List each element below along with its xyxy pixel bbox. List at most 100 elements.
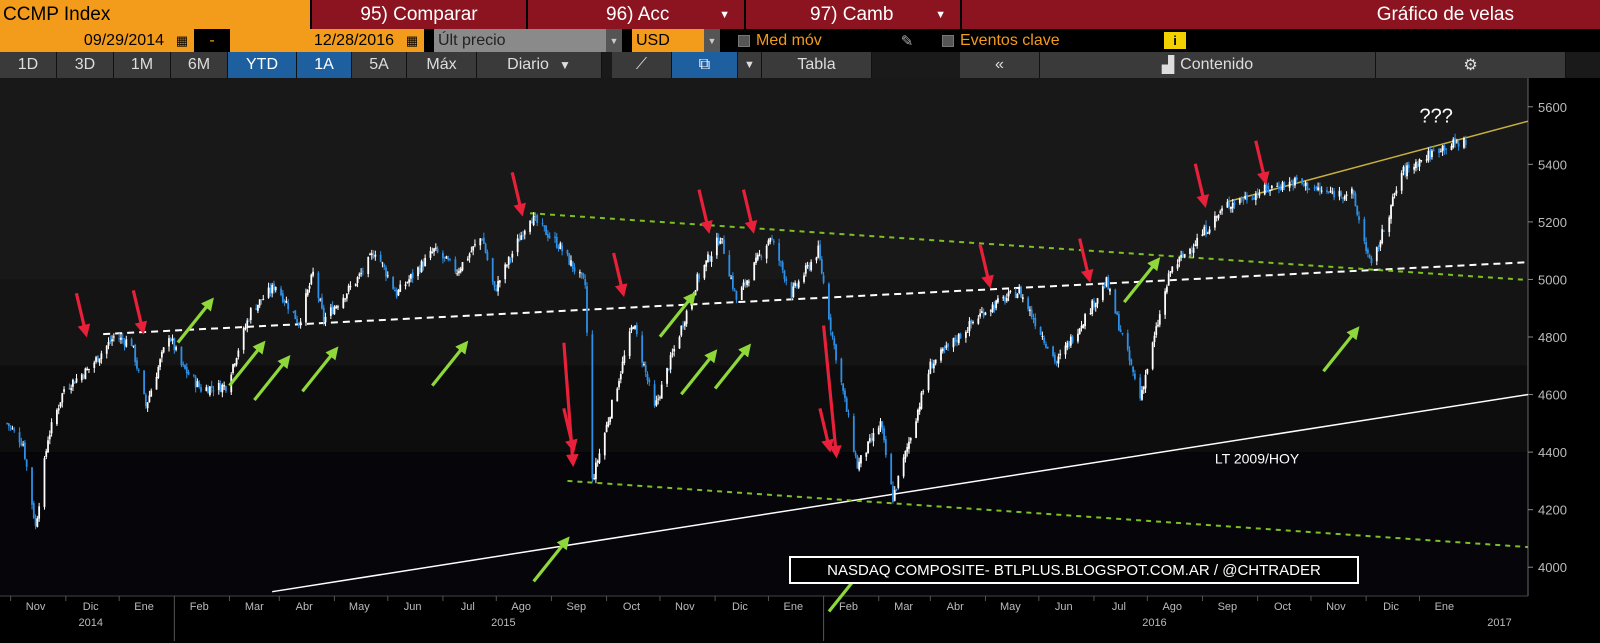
table-button[interactable]: Tabla [762, 52, 872, 78]
candle-body [981, 311, 983, 313]
line-chart-icon[interactable]: ⟋ [612, 52, 672, 78]
candle-body [31, 467, 33, 505]
period-ytd-button[interactable]: YTD [228, 52, 297, 78]
start-date-input[interactable]: 09/29/2014 [0, 29, 170, 52]
calendar-icon[interactable]: ▦ [400, 29, 424, 52]
currency-select[interactable]: USD [632, 29, 704, 52]
key-events-toggle[interactable]: Eventos clave [942, 29, 1142, 52]
candle-body [968, 321, 971, 332]
info-icon[interactable]: i [1164, 32, 1186, 49]
candle-body [221, 384, 224, 393]
period-1m-button[interactable]: 1M [114, 52, 171, 78]
candle-body [24, 442, 26, 460]
candle-body [964, 332, 967, 338]
period-3d-button[interactable]: 3D [57, 52, 114, 78]
red-arrow-icon [131, 289, 148, 335]
period-1a-button[interactable]: 1A [297, 52, 352, 78]
arrow-annotations [74, 140, 1360, 613]
candle-body [1128, 350, 1131, 361]
price-chart[interactable]: 4000 4200 4400 4600 4800 5000 5200 5400 5600 Oct… [0, 78, 1600, 643]
period-6m-button[interactable]: 6M [171, 52, 228, 78]
candle-body [605, 424, 608, 433]
month-label: Dic [732, 601, 748, 613]
candle-body [22, 444, 25, 446]
gear-icon[interactable]: ⚙ [1376, 52, 1566, 78]
candle-body [385, 267, 387, 277]
candle-body [143, 370, 145, 394]
candle-body [57, 408, 60, 411]
candlestick-icon[interactable]: ⧉ [672, 52, 738, 78]
candle-body [1109, 289, 1111, 292]
chevron-down-icon[interactable]: ▼ [738, 52, 762, 78]
start-date-value: 09/29/2014 [83, 31, 164, 49]
candle-body [93, 362, 96, 368]
candle-body [893, 490, 896, 501]
chevron-down-icon[interactable]: ▼ [606, 29, 622, 52]
checkbox-icon[interactable] [738, 34, 750, 47]
compare-button[interactable]: 95) Comparar [312, 0, 526, 29]
contents-button[interactable]: ▟ Contenido [1040, 52, 1376, 78]
end-date-input[interactable]: 12/28/2016 [230, 29, 400, 52]
candle-body [1130, 359, 1133, 365]
candle-body [952, 338, 955, 348]
candle-body [618, 381, 620, 388]
candle-body [1279, 188, 1282, 190]
candle-body [717, 237, 720, 245]
actions-menu[interactable]: 96) Acc ▼ [528, 0, 744, 29]
pencil-icon[interactable]: ✎ [900, 32, 914, 50]
chevron-down-icon[interactable]: ▼ [704, 29, 720, 52]
candle-body [1167, 273, 1170, 286]
moving-avg-toggle[interactable]: Med móv [738, 29, 908, 52]
candle-body [225, 386, 227, 392]
chart-annotations: LT 2009/HOY??? NASDAQ COMPOSITE- BTLPLUS.… [789, 106, 1453, 584]
candle-body [150, 390, 153, 397]
candle-body [207, 387, 210, 394]
band-middle [0, 279, 1528, 366]
candle-body [1452, 139, 1455, 148]
candle-body [148, 395, 151, 403]
candle-body [333, 307, 336, 315]
candle-body [1077, 333, 1079, 342]
candle-body [1308, 188, 1311, 190]
month-label: Abr [947, 601, 964, 613]
candle-body [852, 416, 855, 452]
candle-body [1182, 253, 1184, 257]
candle-body [1439, 151, 1442, 153]
candle-body [433, 248, 435, 252]
red-arrow-icon [1254, 140, 1270, 185]
period-1d-button[interactable]: 1D [0, 52, 57, 78]
candle-body [543, 225, 546, 227]
candle-body [810, 261, 813, 271]
checkbox-icon[interactable] [942, 34, 954, 47]
candle-body [255, 308, 258, 310]
price-field-select[interactable]: Últ precio [434, 29, 606, 52]
price-tick-label: 4000 [1538, 560, 1567, 575]
calendar-icon[interactable]: ▦ [170, 29, 194, 52]
candle-body [38, 506, 41, 519]
candle-body [1276, 185, 1279, 187]
candle-body [1146, 368, 1149, 374]
candle-body [146, 402, 149, 409]
period-max-button[interactable]: Máx [407, 52, 477, 78]
year-label: 2014 [78, 617, 102, 629]
price-tick-label: 5400 [1538, 157, 1567, 172]
period-5a-button[interactable]: 5A [352, 52, 407, 78]
candle-body [1463, 138, 1465, 148]
candle-body [1304, 182, 1307, 186]
candle-body [210, 385, 213, 389]
candle-body [72, 379, 74, 387]
collapse-icon[interactable]: « [960, 52, 1040, 78]
frequency-select[interactable]: Diario ▼ [477, 52, 602, 78]
candle-body [322, 307, 325, 322]
candle-body [860, 455, 862, 464]
candle-body [842, 383, 845, 391]
trendlines [103, 120, 1529, 593]
candle-body [653, 384, 656, 406]
candle-body [1265, 184, 1268, 189]
candle-body [342, 297, 345, 308]
change-menu[interactable]: 97) Camb ▼ [746, 0, 960, 29]
price-tick-label: 5600 [1538, 100, 1567, 115]
ticker-field[interactable]: CCMP Index [0, 0, 310, 29]
candle-body [796, 284, 798, 287]
candle-body [1091, 300, 1094, 314]
